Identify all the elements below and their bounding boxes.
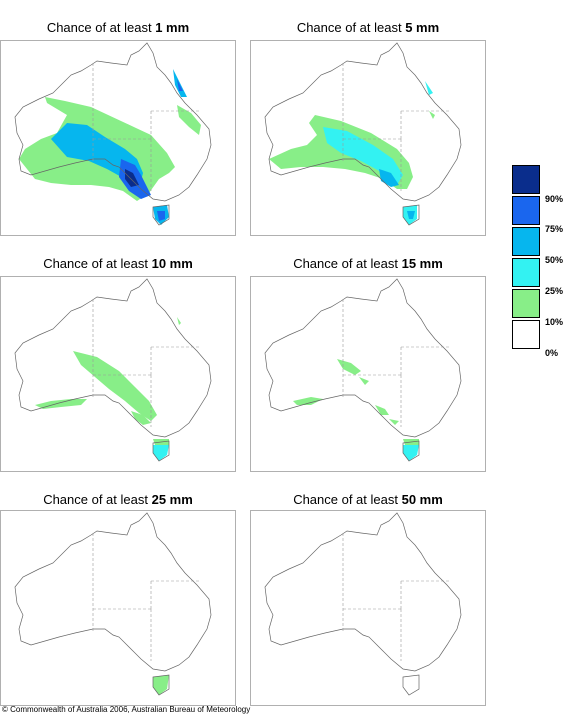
panel-title: Chance of at least 15 mm (293, 256, 443, 271)
panel-title: Chance of at least 25 mm (43, 492, 193, 507)
legend-label-10: 10% (545, 317, 564, 327)
panel-title: Chance of at least 5 mm (296, 20, 440, 35)
map-frame (250, 276, 486, 472)
panel-title: Chance of at least 50 mm (293, 492, 443, 507)
legend-label-0: 0% (545, 348, 559, 358)
australia-map-5mm (264, 42, 462, 226)
legend-swatch-10 (512, 289, 540, 318)
legend-label-50: 50% (545, 255, 564, 265)
probability-shading (153, 675, 169, 695)
panel-title: Chance of at least 10 mm (43, 256, 193, 271)
australia-map-50mm (264, 512, 462, 696)
map-frame (0, 40, 236, 236)
probability-shading (19, 69, 201, 225)
legend-label-25: 25% (545, 286, 564, 296)
probability-shading (269, 81, 435, 225)
map-frame (250, 510, 486, 706)
panel-title: Chance of at least 1 mm (46, 20, 190, 35)
map-frame (250, 40, 486, 236)
map-frame (0, 276, 236, 472)
legend-swatch-50 (512, 227, 540, 256)
legend-label-75: 75% (545, 224, 564, 234)
legend-label-90: 90% (545, 194, 564, 204)
legend-swatch-90 (512, 165, 540, 194)
legend-swatch-0 (512, 320, 540, 349)
australia-map-10mm (14, 278, 212, 462)
map-frame (0, 510, 236, 706)
legend-swatch-75 (512, 196, 540, 225)
probability-shading (35, 317, 181, 461)
australia-map-25mm (14, 512, 212, 696)
probability-shading (293, 359, 419, 461)
copyright-notice: © Commonwealth of Australia 2006, Austra… (2, 705, 251, 714)
australia-map-1mm (14, 42, 212, 226)
australia-map-15mm (264, 278, 462, 462)
legend-swatch-25 (512, 258, 540, 287)
